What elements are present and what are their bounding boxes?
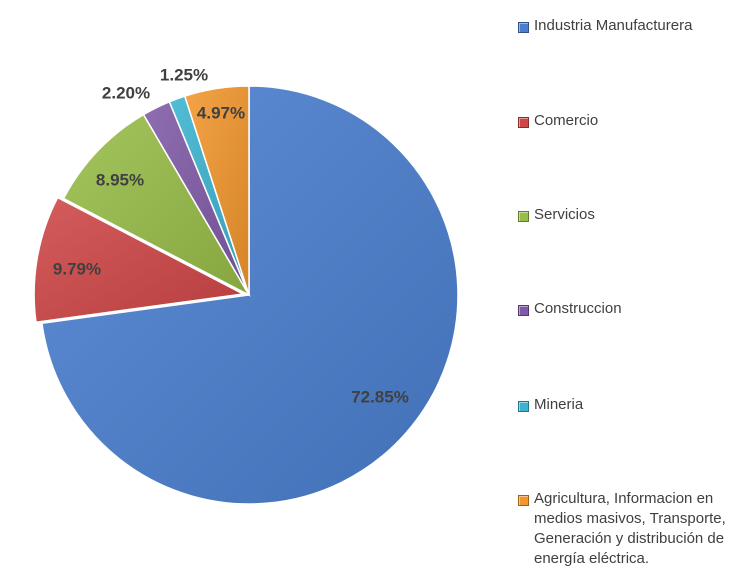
pie-slice-servicios [62,113,251,297]
legend-item-comercio: Comercio [518,111,743,131]
pie-slice-comercio [33,196,246,324]
legend-label: Agricultura, Informacion en medios masiv… [534,490,726,567]
legend-label: Industria Manufacturera [534,17,693,34]
legend-label: Comercio [534,112,599,129]
data-label-mineria: 1.25% [160,65,208,84]
data-label-servicios: 8.95% [96,170,144,189]
legend-item-agricultura-otros: Agricultura, Informacion en medios masiv… [518,489,743,569]
pie-slice-agricultura-otros [183,85,250,296]
legend-swatch [518,22,529,33]
legend-label: Mineria [534,396,584,413]
legend-swatch [518,495,529,506]
legend: Industria Manufacturera Comercio Servicios… [518,0,743,588]
legend-swatch [518,211,529,222]
legend-label: Construccion [534,300,622,317]
data-label-construccion: 2.20% [102,83,150,102]
legend-item-construccion: Construccion [518,299,743,319]
legend-item-industria-manufacturera: Industria Manufacturera [518,16,743,36]
legend-item-servicios: Servicios [518,205,743,225]
data-label-comercio: 9.79% [53,259,101,278]
pie-slices [33,85,459,505]
legend-item-mineria: Mineria [518,395,743,415]
legend-label: Servicios [534,206,595,223]
legend-swatch [518,117,529,128]
data-label-agricultura-otros: 4.97% [197,103,245,122]
legend-swatch [518,401,529,412]
pie-data-labels: 72.85% 9.79% 8.95% 2.20% 1.25% 4.97% [53,65,409,406]
pie-slice-industria-manufacturera [41,85,459,505]
data-label-industria-manufacturera: 72.85% [351,387,409,406]
legend-swatch [518,305,529,316]
